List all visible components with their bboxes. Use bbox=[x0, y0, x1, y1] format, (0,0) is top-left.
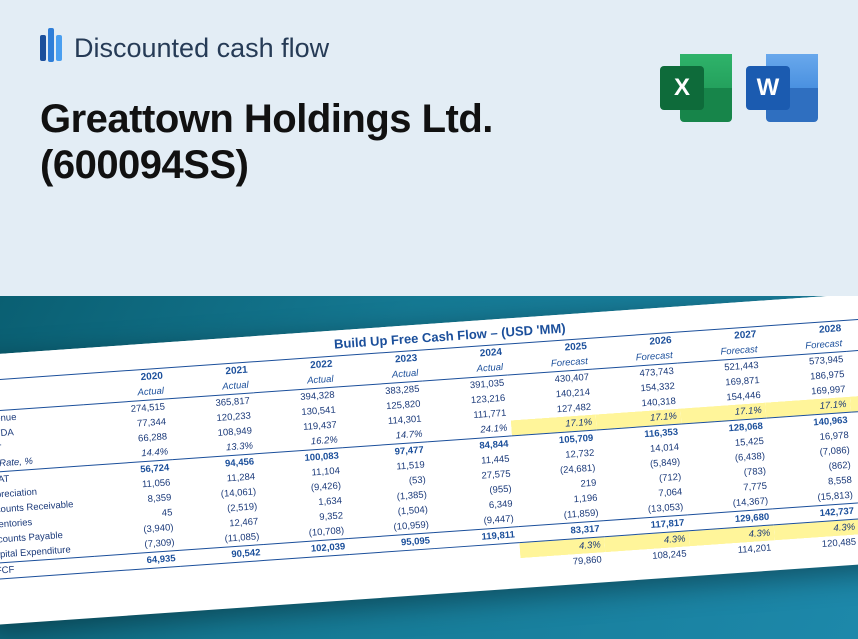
excel-letter: X bbox=[660, 66, 704, 110]
excel-icon[interactable]: X bbox=[660, 54, 732, 122]
brand-text: Discounted cash flow bbox=[74, 33, 329, 64]
word-letter: W bbox=[746, 66, 790, 110]
brand-logo-icon bbox=[40, 28, 62, 68]
spreadsheet-preview: Build Up Free Cash Flow – (USD 'MM) Year… bbox=[0, 296, 858, 625]
header-band: Discounted cash flow X W Greattown Holdi… bbox=[0, 0, 858, 296]
chart-band: Build Up Free Cash Flow – (USD 'MM) Year… bbox=[0, 296, 858, 639]
title-line-2: (600094SS) bbox=[40, 143, 248, 187]
app-icons: X W bbox=[660, 54, 818, 122]
word-icon[interactable]: W bbox=[746, 54, 818, 122]
title-line-1: Greattown Holdings Ltd. bbox=[40, 97, 493, 141]
